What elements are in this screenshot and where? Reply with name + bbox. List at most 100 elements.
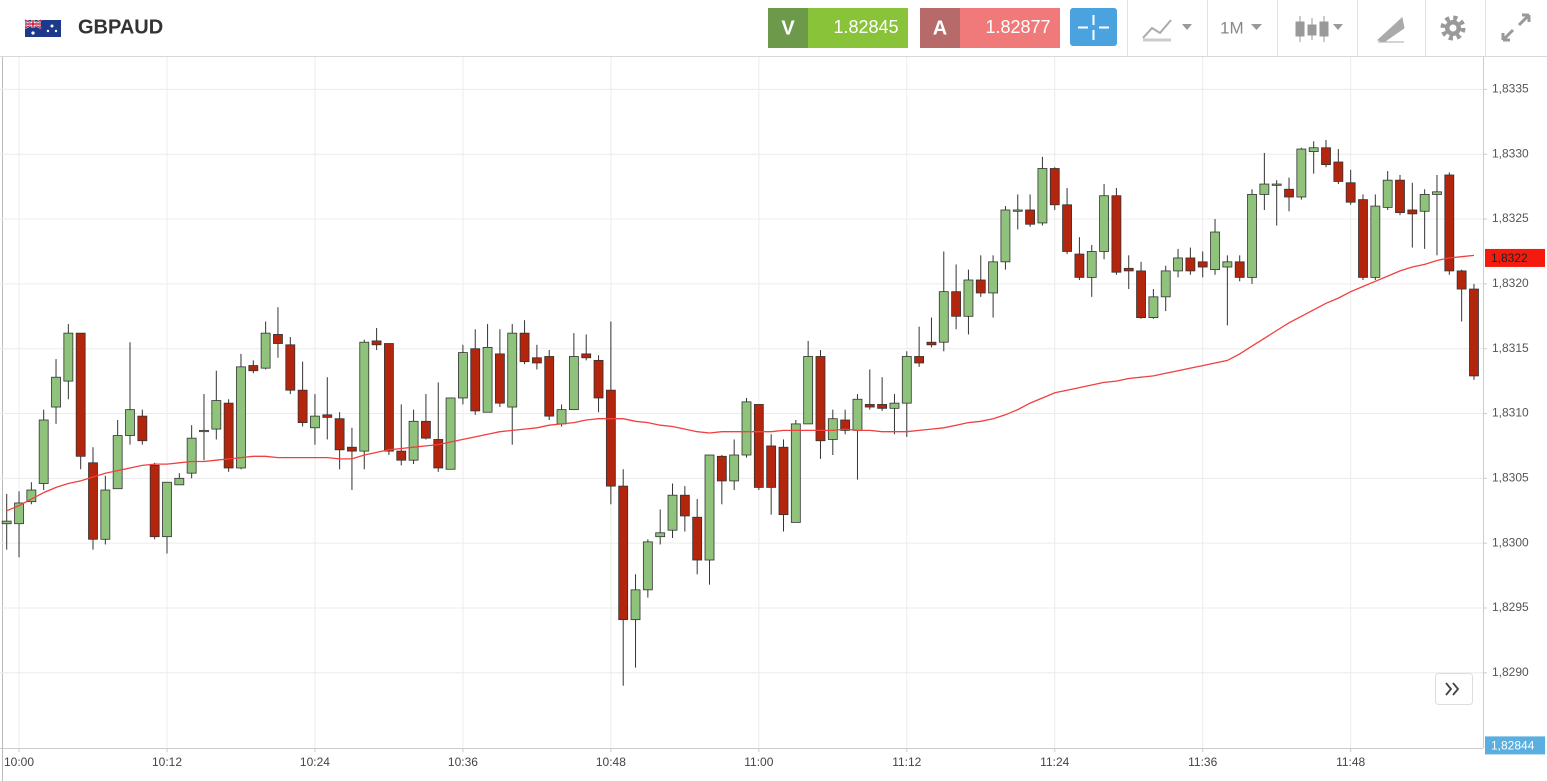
y-tick-label: 1,8330 xyxy=(1492,146,1529,160)
candle-body xyxy=(458,352,468,399)
settings-button[interactable] xyxy=(1440,15,1466,41)
candle-body xyxy=(1296,148,1307,198)
candle-body xyxy=(667,494,678,531)
candle-body xyxy=(877,404,888,409)
indicator-button[interactable] xyxy=(1142,19,1192,42)
candle-body xyxy=(322,414,333,418)
candle-body xyxy=(359,341,370,452)
sell-price: 1.82845 xyxy=(833,17,898,37)
candle-body xyxy=(507,332,518,408)
separators xyxy=(1127,0,1486,56)
candle-body xyxy=(1321,147,1331,166)
candle-body xyxy=(470,348,481,412)
candle-body xyxy=(396,450,407,461)
candle-body xyxy=(1271,183,1282,186)
last-price-label: 1,8322 xyxy=(1491,251,1528,265)
candle-body xyxy=(1370,205,1381,278)
candle-body xyxy=(273,334,283,344)
buy-price-box[interactable] xyxy=(960,8,1060,48)
candle-body xyxy=(186,437,197,474)
sell-label: V xyxy=(781,17,795,39)
candle-body xyxy=(951,291,962,317)
buy-label: A xyxy=(933,17,947,39)
candle-body xyxy=(1111,195,1122,273)
candle-body xyxy=(260,332,271,369)
candle-body xyxy=(1173,257,1183,272)
draw-button[interactable] xyxy=(1377,17,1405,43)
candle-body xyxy=(901,356,912,404)
crosshair-button[interactable] xyxy=(1070,8,1117,46)
candle-body xyxy=(840,419,851,431)
crosshair-icon xyxy=(1078,15,1109,40)
x-tick-label: 10:12 xyxy=(152,755,182,769)
candle-body xyxy=(790,423,801,523)
candle-body xyxy=(112,435,123,490)
y-tick-label: 1,8290 xyxy=(1492,665,1529,679)
fullscreen-button[interactable] xyxy=(1501,13,1531,42)
candle-body xyxy=(297,389,308,423)
timeframe-caret xyxy=(1251,24,1262,30)
timeframe[interactable]: 1M xyxy=(1220,18,1244,37)
candle-body xyxy=(1469,288,1479,377)
candle-body xyxy=(1074,253,1085,278)
scroll-button[interactable] xyxy=(1435,673,1473,705)
candle-body xyxy=(38,419,49,484)
y-tick-label: 1,8325 xyxy=(1492,211,1529,225)
candle-body xyxy=(384,343,394,452)
candle-body xyxy=(482,347,493,413)
candle-body xyxy=(1333,161,1344,182)
candle-body xyxy=(1259,183,1270,195)
last-price-badge xyxy=(1485,248,1545,267)
candle-body xyxy=(1284,188,1294,198)
candle-body xyxy=(125,409,135,436)
cursor-price-label: 1,82844 xyxy=(1491,739,1535,753)
x-tick-label: 11:00 xyxy=(744,755,773,769)
candle-body xyxy=(1308,147,1319,153)
candle-body xyxy=(236,366,246,469)
candle-body xyxy=(310,415,320,429)
candle-body xyxy=(1148,296,1159,318)
candle-body xyxy=(642,541,653,591)
candle-body xyxy=(988,261,998,294)
candle-body xyxy=(778,446,789,516)
candle-body xyxy=(716,455,727,482)
candle-body xyxy=(1358,199,1368,278)
sell-button[interactable] xyxy=(768,8,808,48)
candle-body xyxy=(1407,209,1418,215)
x-tick-label: 11:24 xyxy=(1040,755,1069,769)
candle-body xyxy=(593,359,604,399)
buy-button[interactable] xyxy=(920,8,960,48)
candle-body xyxy=(223,402,234,469)
candle-body xyxy=(852,398,863,431)
candle-body xyxy=(137,415,148,442)
candle-body xyxy=(1136,270,1146,318)
x-tick-label: 10:24 xyxy=(300,755,330,769)
x-tick-label: 11:48 xyxy=(1336,755,1365,769)
candle-body xyxy=(1382,179,1393,208)
candle-body xyxy=(605,389,616,487)
sell-price-box[interactable] xyxy=(808,8,908,48)
candle-body xyxy=(531,357,542,364)
candle-body xyxy=(1419,194,1430,212)
candle-body xyxy=(285,344,296,391)
moving-average-line xyxy=(6,254,1475,512)
candle-body xyxy=(1086,251,1097,278)
candle-body xyxy=(100,489,111,540)
candle-body xyxy=(1025,209,1035,225)
candle-body xyxy=(889,402,900,409)
candle-body xyxy=(1432,191,1442,195)
candle-body xyxy=(1062,204,1072,252)
x-tick-label: 10:00 xyxy=(4,755,34,769)
x-tick-label: 11:12 xyxy=(892,755,921,769)
chart-type-button[interactable] xyxy=(1295,16,1343,42)
candle-body xyxy=(544,356,555,417)
candle-body xyxy=(815,356,826,442)
flag-icon xyxy=(24,19,61,37)
candle-body xyxy=(1012,209,1023,212)
candle-body xyxy=(568,356,579,411)
candle-body xyxy=(1000,209,1011,263)
plot-area xyxy=(1,139,1479,686)
y-tick-label: 1,8300 xyxy=(1492,535,1529,549)
